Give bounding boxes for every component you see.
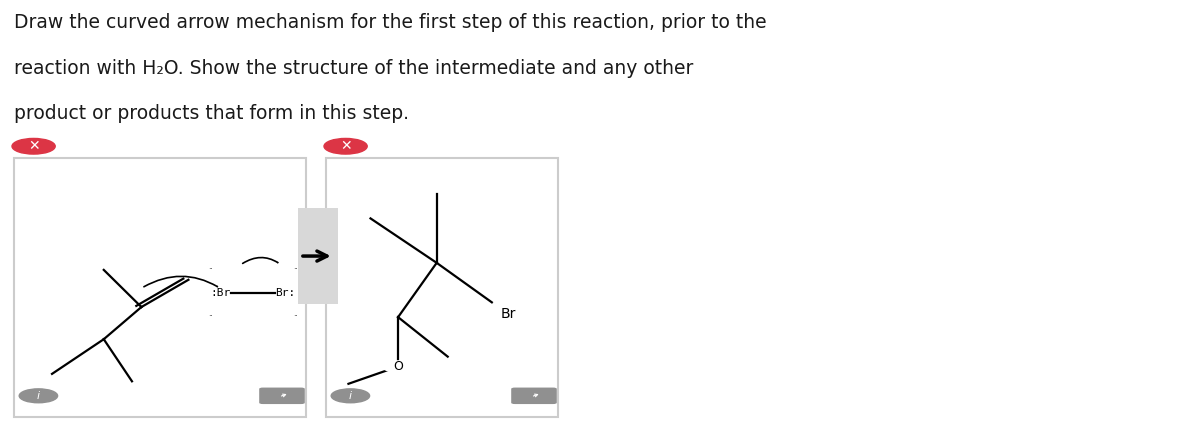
Circle shape bbox=[331, 389, 370, 403]
Text: ✕: ✕ bbox=[340, 139, 352, 153]
FancyBboxPatch shape bbox=[511, 388, 557, 404]
Text: ✕: ✕ bbox=[28, 139, 40, 153]
FancyArrowPatch shape bbox=[144, 276, 217, 287]
Text: ··: ·· bbox=[294, 265, 299, 274]
FancyBboxPatch shape bbox=[14, 158, 306, 417]
FancyBboxPatch shape bbox=[298, 208, 338, 304]
Text: O: O bbox=[394, 360, 403, 373]
Text: product or products that form in this step.: product or products that form in this st… bbox=[14, 104, 409, 123]
FancyBboxPatch shape bbox=[259, 388, 305, 404]
Text: Draw the curved arrow mechanism for the first step of this reaction, prior to th: Draw the curved arrow mechanism for the … bbox=[14, 13, 767, 32]
FancyBboxPatch shape bbox=[326, 158, 558, 417]
Text: Br: Br bbox=[500, 307, 516, 321]
Circle shape bbox=[12, 138, 55, 154]
Circle shape bbox=[324, 138, 367, 154]
Text: H: H bbox=[338, 389, 349, 403]
Text: ··: ·· bbox=[208, 265, 212, 274]
Text: i: i bbox=[37, 391, 40, 401]
FancyArrowPatch shape bbox=[242, 257, 277, 263]
Text: ··: ·· bbox=[208, 312, 212, 322]
Circle shape bbox=[19, 389, 58, 403]
Text: Br:: Br: bbox=[276, 288, 295, 298]
Text: reaction with H₂O. Show the structure of the intermediate and any other: reaction with H₂O. Show the structure of… bbox=[14, 59, 694, 78]
Text: i: i bbox=[349, 391, 352, 401]
Circle shape bbox=[383, 361, 414, 372]
Text: ··: ·· bbox=[294, 312, 299, 322]
Text: :Br: :Br bbox=[210, 288, 230, 298]
